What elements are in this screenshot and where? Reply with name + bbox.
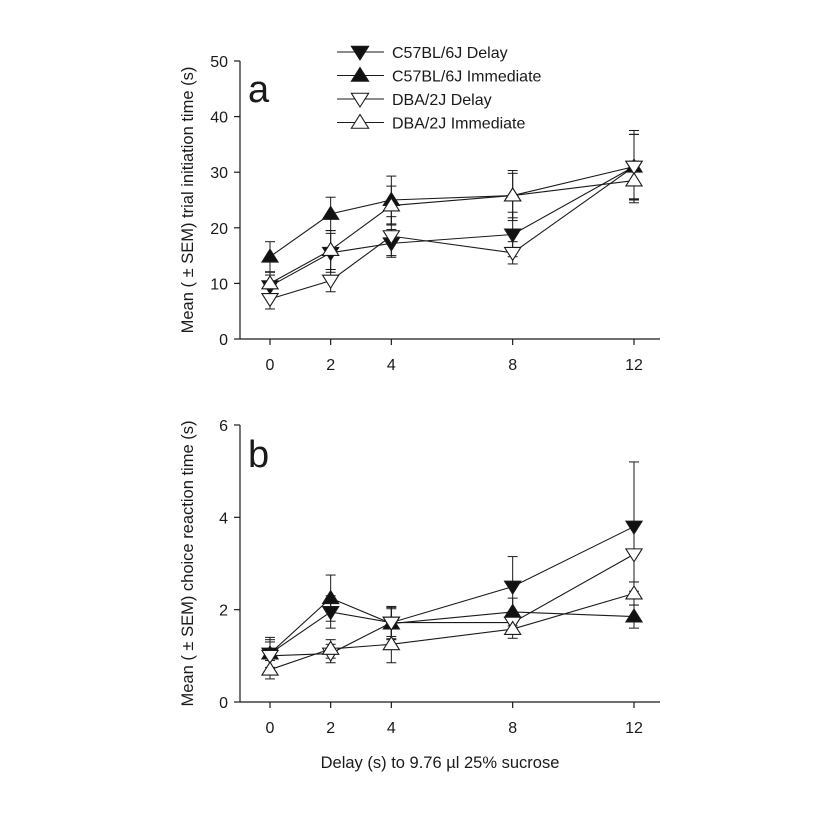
- series-line: [269, 166, 635, 287]
- data-point: [321, 274, 340, 290]
- x-axis-title: Delay (s) to 9.76 µl 25% sucrose: [321, 754, 560, 772]
- data-point: [321, 640, 340, 655]
- data-point: [382, 230, 401, 245]
- panel-letter: a: [248, 69, 270, 111]
- panel-b: 0 2 4 6 0 2 4 8 12 b Mean ( ± SEM) choice reaction…: [179, 418, 660, 737]
- x-tick-label: 0: [266, 357, 275, 374]
- data-point: [503, 620, 522, 636]
- panel-letter: b: [248, 434, 269, 476]
- x-tick-label: 8: [508, 720, 517, 737]
- data-point: [321, 606, 340, 621]
- legend-marker: [350, 92, 370, 109]
- series-line: [269, 526, 635, 654]
- data-point: [321, 589, 340, 605]
- x-tick-label: 2: [326, 357, 335, 374]
- data-point: [382, 635, 401, 651]
- x-tick-label: 4: [387, 357, 396, 374]
- y-axis-title: Mean ( ± SEM) choice reaction time (s): [179, 421, 197, 707]
- data-point: [260, 248, 280, 263]
- data-point: [503, 187, 522, 202]
- x-tick-label: 8: [508, 357, 517, 374]
- data-point: [382, 197, 401, 212]
- data-point: [260, 649, 280, 665]
- x-tick-label: 2: [326, 720, 335, 737]
- data-point: [321, 241, 340, 256]
- data-point: [260, 274, 280, 290]
- y-tick-label: 40: [210, 110, 228, 127]
- data-point: [503, 580, 522, 596]
- y-tick-label: 4: [219, 510, 228, 527]
- y-tick-label: 0: [219, 332, 228, 349]
- x-tick-label: 12: [625, 357, 643, 374]
- series-line: [269, 179, 635, 284]
- y-tick-label: 6: [219, 418, 228, 435]
- data-point: [503, 603, 522, 618]
- data-point: [624, 548, 644, 563]
- data-point: [503, 246, 522, 262]
- data-point: [260, 293, 280, 308]
- y-tick-label: 50: [210, 54, 228, 71]
- data-point: [624, 608, 644, 623]
- legend-marker: [350, 45, 370, 62]
- x-tick-label: 4: [387, 720, 396, 737]
- data-point: [321, 205, 340, 220]
- legend-marker: [350, 113, 370, 129]
- data-point: [624, 160, 644, 176]
- data-point: [624, 520, 644, 536]
- data-point: [624, 584, 644, 600]
- panel-a: 0 10 20 30 40 50 0 2 4 8 12 a Mean ( ± SEM) trial in…: [179, 54, 660, 374]
- legend: C57BL/6J Delay C57BL/6J Immediate DBA/2J D…: [337, 45, 542, 133]
- series-line: [269, 166, 635, 258]
- legend-label: DBA/2J Immediate: [392, 116, 525, 133]
- data-point: [624, 172, 644, 187]
- legend-label: C57BL/6J Immediate: [392, 69, 542, 86]
- legend-label: C57BL/6J Delay: [392, 45, 508, 62]
- data-point: [503, 228, 522, 244]
- y-tick-label: 10: [210, 276, 228, 293]
- legend-label: DBA/2J Delay: [392, 92, 492, 109]
- data-point: [382, 616, 401, 632]
- y-tick-label: 0: [219, 695, 228, 712]
- y-tick-label: 2: [219, 603, 228, 620]
- legend-marker: [350, 66, 370, 82]
- data-point: [260, 661, 280, 676]
- y-tick-label: 20: [210, 221, 228, 238]
- y-tick-label: 30: [210, 165, 228, 182]
- x-tick-label: 0: [266, 720, 275, 737]
- y-axis-title: Mean ( ± SEM) trial initiation time (s): [179, 67, 197, 334]
- x-tick-label: 12: [625, 720, 643, 737]
